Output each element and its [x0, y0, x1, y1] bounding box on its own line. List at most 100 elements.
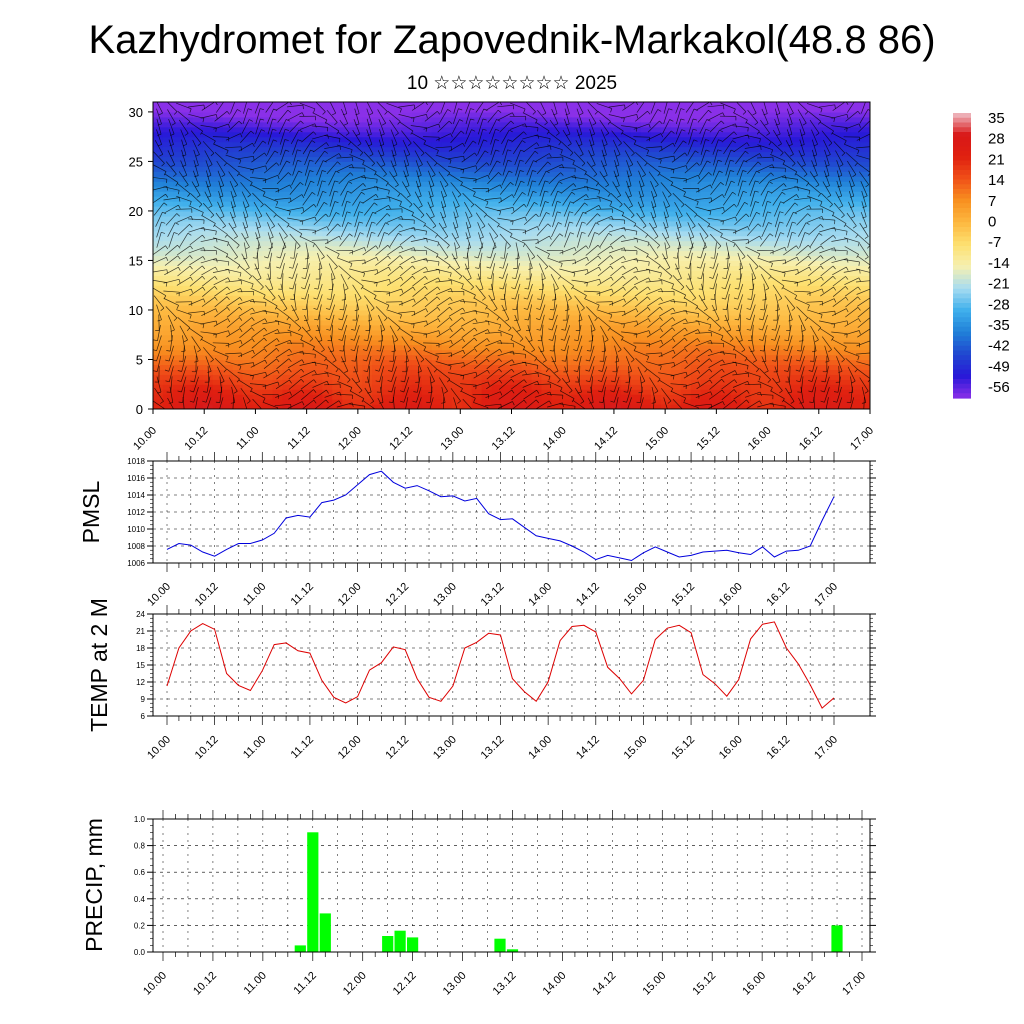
heatmap-cell: [153, 329, 164, 336]
heatmap-cell: [740, 280, 752, 286]
heatmap-cell: [621, 250, 632, 257]
heatmap-cell: [272, 121, 284, 128]
heatmap-cell: [820, 220, 831, 227]
heatmap-cell: [850, 255, 861, 262]
heatmap-cell: [392, 131, 403, 138]
heatmap-cell: [192, 359, 204, 366]
heatmap-cell: [760, 201, 772, 207]
heatmap-cell: [631, 205, 642, 212]
heatmap-cell: [232, 349, 244, 356]
heatmap-cell: [800, 394, 811, 400]
heatmap-cell: [810, 106, 821, 113]
wind-barb-flag: [256, 226, 261, 229]
heatmap-cell: [292, 181, 303, 187]
heatmap-cell: [551, 270, 562, 276]
heatmap-cell: [332, 364, 343, 370]
heatmap-cell: [431, 240, 443, 247]
heatmap-cell: [212, 126, 224, 133]
heatmap-cell: [153, 156, 164, 163]
heatmap-cell: [650, 300, 662, 306]
heatmap-cell: [730, 384, 742, 390]
wind-barb: [200, 125, 217, 129]
heatmap-cell: [162, 275, 174, 281]
heatmap-cell: [531, 196, 542, 202]
heatmap-cell: [800, 181, 811, 187]
heatmap-cell: [571, 389, 582, 395]
heatmap-cell: [411, 116, 423, 123]
heatmap-cell: [631, 102, 642, 108]
heatmap-cell: [471, 399, 483, 405]
wind-barb-flag: [252, 307, 255, 312]
heatmap-cell: [242, 161, 254, 167]
heatmap-cell: [232, 126, 244, 133]
heatmap-cell: [212, 374, 224, 380]
heatmap-cell: [332, 196, 343, 202]
heatmap-cell: [382, 235, 393, 242]
heatmap-cell: [840, 191, 851, 197]
heatmap-cell: [153, 151, 164, 158]
heatmap-cell: [491, 324, 503, 331]
heatmap-cell: [162, 344, 174, 351]
heatmap-cell: [730, 171, 742, 177]
heatmap-cell: [611, 126, 622, 133]
heatmap-cell: [282, 215, 294, 222]
heatmap-cell: [690, 102, 702, 108]
heatmap-cell: [591, 384, 602, 390]
heatmap-cell: [382, 399, 393, 405]
wind-barb: [168, 232, 175, 248]
heatmap-cell: [690, 260, 702, 266]
heatmap-cell: [282, 102, 294, 108]
heatmap-cell: [481, 300, 493, 306]
wind-barb-flag: [194, 360, 199, 363]
heatmap-cell: [621, 131, 632, 138]
heatmap-cell: [740, 399, 752, 405]
heatmap-cell: [262, 334, 274, 341]
wind-barb: [176, 309, 192, 316]
heatmap-cell: [680, 111, 692, 118]
heatmap-cell: [680, 146, 692, 153]
heatmap-cell: [770, 215, 781, 222]
heatmap-cell: [202, 280, 214, 286]
heatmap-cell: [631, 309, 642, 316]
heatmap-cell: [262, 369, 274, 375]
heatmap-cell: [292, 280, 303, 286]
heatmap-cell: [501, 339, 513, 346]
heatmap-cell: [441, 230, 453, 237]
heatmap-cell: [700, 196, 712, 202]
heatmap-cell: [850, 359, 861, 366]
heatmap-cell: [780, 136, 791, 143]
heatmap-cell: [262, 181, 274, 187]
heatmap-cell: [650, 260, 662, 266]
heatmap-cell: [322, 305, 333, 311]
heatmap-cell: [232, 285, 244, 291]
heatmap-cell: [621, 319, 632, 326]
heatmap-cell: [352, 141, 363, 148]
heatmap-cell: [292, 290, 303, 296]
heatmap-cell: [800, 270, 811, 276]
heatmap-cell: [770, 300, 781, 306]
heatmap-cell: [282, 349, 294, 356]
heatmap-cell: [252, 220, 264, 227]
heatmap-cell: [392, 102, 403, 108]
heatmap-cell: [631, 126, 642, 133]
heatmap-cell: [611, 314, 622, 321]
heatmap-cell: [850, 205, 861, 212]
heatmap-cell: [581, 319, 592, 326]
heatmap-cell: [511, 176, 523, 182]
wind-barb-flag: [176, 305, 179, 310]
heatmap-cell: [382, 285, 393, 291]
heatmap-cell: [511, 136, 523, 143]
heatmap-cell: [511, 290, 523, 296]
heatmap-cell: [501, 384, 513, 390]
wind-barb: [191, 181, 201, 196]
heatmap-cell: [352, 354, 363, 361]
heatmap-cell: [153, 384, 164, 390]
heatmap-cell: [411, 344, 423, 351]
wind-barb-flag: [169, 144, 174, 147]
heatmap-cell: [720, 394, 732, 400]
heatmap-cell: [501, 225, 513, 232]
heatmap-cell: [511, 329, 523, 336]
heatmap-cell: [431, 404, 443, 409]
heatmap-cell: [411, 136, 423, 143]
heatmap-cell: [421, 364, 433, 370]
